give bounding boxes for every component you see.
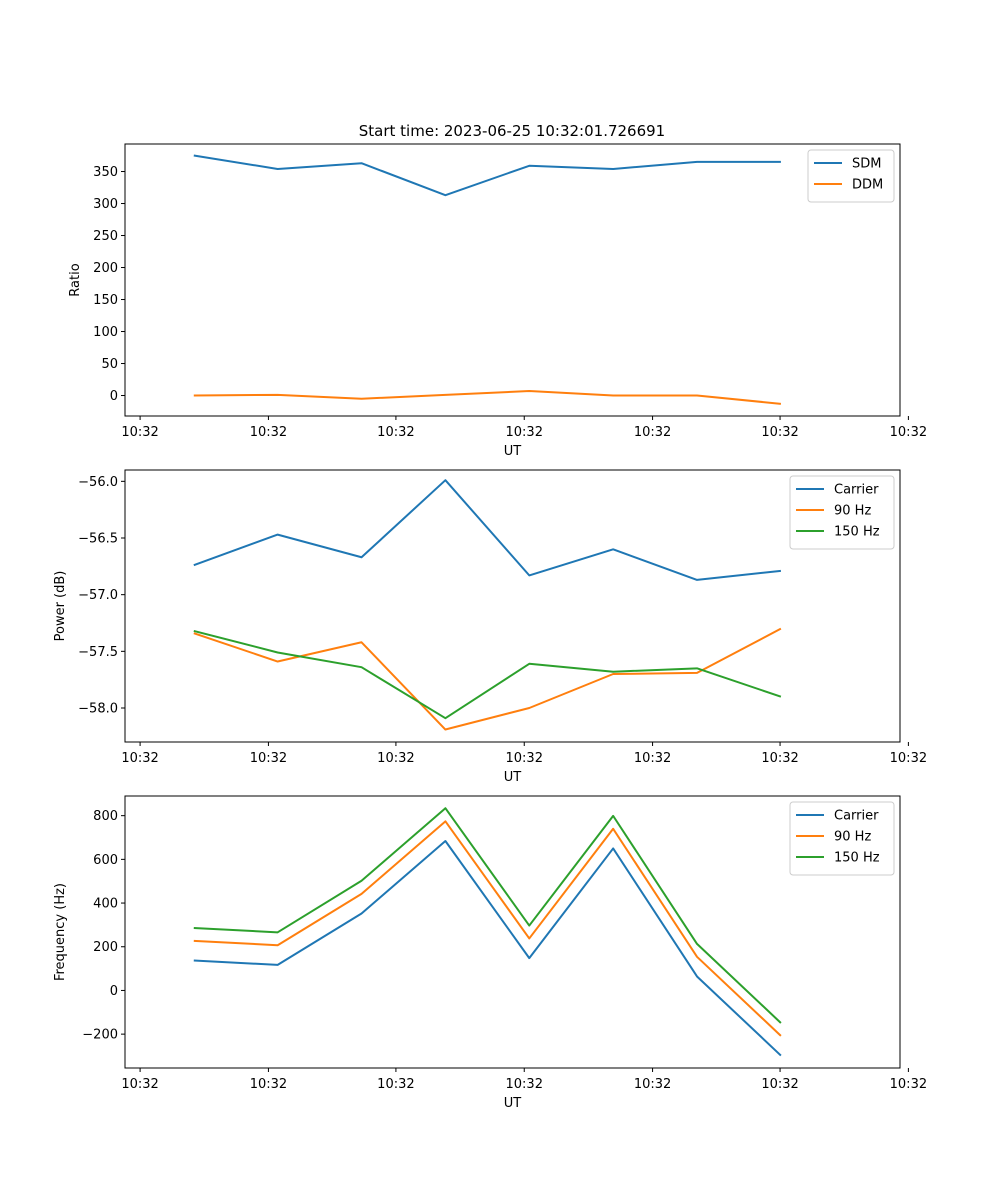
series-line-150-hz bbox=[193, 629, 782, 720]
legend-label-carrier: Carrier bbox=[834, 483, 879, 498]
x-tick-label: 10:32 bbox=[377, 1077, 414, 1092]
legend-label-carrier: Carrier bbox=[834, 809, 879, 824]
legend-label-ddm: DDM bbox=[852, 178, 883, 193]
y-tick-label: −58.0 bbox=[78, 702, 118, 717]
series-line-ddm bbox=[193, 390, 781, 405]
x-tick-label: 10:32 bbox=[250, 425, 287, 440]
legend-label-90-hz: 90 Hz bbox=[834, 830, 871, 845]
y-tick-label: −56.0 bbox=[78, 475, 118, 490]
x-tick-label: 10:32 bbox=[634, 751, 671, 766]
x-tick-label: 10:32 bbox=[377, 425, 414, 440]
y-tick-label: 100 bbox=[93, 325, 118, 340]
x-tick-label: 10:32 bbox=[250, 751, 287, 766]
plot-frame bbox=[124, 795, 901, 1069]
y-tick-label: 800 bbox=[93, 809, 118, 824]
y-tick-label: 400 bbox=[93, 897, 118, 912]
y-axis-label: Frequency (Hz) bbox=[53, 883, 68, 981]
y-tick-label: 250 bbox=[93, 229, 118, 244]
y-axis-label: Power (dB) bbox=[53, 571, 68, 642]
y-tick-label: −57.5 bbox=[78, 645, 118, 660]
series-line-carrier bbox=[193, 479, 782, 581]
y-tick-label: 350 bbox=[93, 165, 118, 180]
x-tick-label: 10:32 bbox=[890, 1077, 927, 1092]
x-tick-label: 10:32 bbox=[121, 1077, 158, 1092]
y-tick-label: 150 bbox=[93, 293, 118, 308]
series-line-90-hz bbox=[193, 820, 782, 1037]
plot-frame bbox=[124, 469, 901, 743]
y-tick-label: 600 bbox=[93, 853, 118, 868]
legend: Carrier 90 Hz 150 Hz bbox=[789, 801, 895, 876]
x-tick-label: 10:32 bbox=[377, 751, 414, 766]
series-line-90-hz bbox=[193, 627, 782, 731]
y-tick-label: 50 bbox=[101, 357, 118, 372]
subplot-2: −58.0 −57.5 −57.0 −56.5 −56.0 10:32 10:32 10:32… bbox=[53, 469, 927, 785]
x-tick-label: 10:32 bbox=[634, 425, 671, 440]
legend-label-sdm: SDM bbox=[852, 157, 881, 172]
x-tick-label: 10:32 bbox=[634, 1077, 671, 1092]
x-tick-label: 10:32 bbox=[761, 751, 798, 766]
x-axis-label: UT bbox=[504, 444, 522, 459]
series-line-sdm bbox=[193, 154, 781, 197]
x-tick-label: 10:32 bbox=[761, 425, 798, 440]
y-tick-label: −57.0 bbox=[78, 588, 118, 603]
x-tick-label: 10:32 bbox=[121, 425, 158, 440]
chart-title: Start time: 2023-06-25 10:32:01.726691 bbox=[359, 122, 665, 140]
x-tick-label: 10:32 bbox=[506, 751, 543, 766]
legend-label-150-hz: 150 Hz bbox=[834, 525, 880, 540]
x-tick-label: 10:32 bbox=[250, 1077, 287, 1092]
x-axis-label: UT bbox=[504, 1096, 522, 1111]
legend: SDM DDM bbox=[807, 149, 895, 203]
y-tick-label: −200 bbox=[82, 1028, 118, 1043]
x-tick-label: 10:32 bbox=[506, 1077, 543, 1092]
y-tick-label: 0 bbox=[110, 984, 118, 999]
x-axis-label: UT bbox=[504, 770, 522, 785]
series-line-carrier bbox=[193, 840, 782, 1057]
x-tick-label: 10:32 bbox=[506, 425, 543, 440]
x-tick-label: 10:32 bbox=[890, 751, 927, 766]
y-tick-label: −56.5 bbox=[78, 532, 118, 547]
y-tick-label: 200 bbox=[93, 261, 118, 276]
series-line-150-hz bbox=[193, 807, 782, 1024]
legend: Carrier 90 Hz 150 Hz bbox=[789, 475, 895, 550]
y-tick-label: 300 bbox=[93, 197, 118, 212]
y-tick-label: 200 bbox=[93, 940, 118, 955]
y-tick-label: 0 bbox=[110, 389, 118, 404]
x-tick-label: 10:32 bbox=[890, 425, 927, 440]
legend-label-90-hz: 90 Hz bbox=[834, 504, 871, 519]
plot-frame bbox=[124, 143, 901, 417]
subplot-1: 0 50 100 150 200 250 300 350 10:32 10:32 10:32 10:3… bbox=[68, 143, 927, 459]
legend-label-150-hz: 150 Hz bbox=[834, 851, 880, 866]
x-tick-label: 10:32 bbox=[121, 751, 158, 766]
x-tick-label: 10:32 bbox=[761, 1077, 798, 1092]
y-axis-label: Ratio bbox=[68, 263, 83, 296]
subplot-3: −200 0 200 400 600 800 10:32 10:32 10:32 10:32 10:… bbox=[53, 795, 927, 1111]
